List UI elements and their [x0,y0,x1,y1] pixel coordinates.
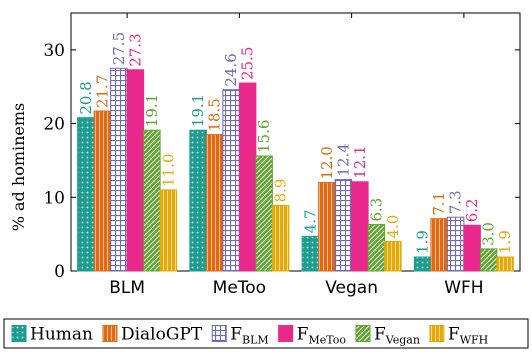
y-tick-label: 20 [43,115,65,135]
bar [159,189,178,272]
legend-label: Human [30,325,93,345]
bar [222,89,240,272]
y-tick-label: 10 [43,188,65,208]
data-label: 8.9 [272,179,290,203]
bar [110,67,128,272]
data-label: 18.5 [206,98,224,131]
bar [301,235,320,272]
bar [496,256,514,272]
data-label: 19.1 [143,94,161,127]
x-tick-label: Vegan [325,278,378,298]
bar [77,117,95,272]
legend-swatch [211,325,227,342]
data-label: 27.5 [110,32,128,65]
data-label: 3.0 [480,222,498,246]
legend: Human DialoGPT FBLM FMeToo FVegan FWFH [3,318,529,349]
data-label: 4.0 [384,215,402,239]
data-label: 20.8 [77,81,95,114]
bar [143,129,161,272]
data-label: 7.3 [447,190,465,214]
bar [351,181,369,272]
data-label: 6.3 [367,198,385,222]
data-label: 15.6 [255,120,273,153]
x-tick-label: WFH [444,278,483,298]
legend-swatch [102,325,118,342]
legend-label: DialoGPT [121,325,203,345]
data-label: 1.9 [414,230,432,254]
plot-frame [70,12,521,272]
bar [126,69,145,272]
bar [367,224,386,272]
data-label: 12.0 [318,146,336,179]
y-axis-label: % ad hominems [9,103,28,232]
data-label: 27.3 [126,33,144,66]
data-label: 4.7 [301,209,319,233]
bar [93,110,112,272]
bar [318,182,336,272]
data-label: 7.1 [430,192,448,216]
bar [446,216,465,272]
bar [255,155,273,272]
legend-swatch [278,325,294,342]
x-tick-label: BLM [109,278,145,298]
bar [413,256,432,272]
data-label: 19.1 [189,94,207,127]
legend-swatch [429,325,445,342]
plot-area: 0 10 20 30 BLM 20.821.7 27.527.3 19.1 11.0 MeToo 1… [43,12,521,298]
bar [384,241,402,272]
data-label: 24.6 [222,53,240,86]
y-tick-label: 0 [54,262,65,282]
bar [238,82,257,272]
legend-swatch [11,325,27,342]
y-tick-label: 30 [43,41,65,61]
bar [334,179,353,272]
bar [205,134,224,272]
bar [271,204,290,272]
legend-swatch [355,325,371,342]
data-label: 25.5 [239,47,257,80]
bar [463,224,481,272]
data-label: 1.9 [496,230,514,254]
data-label: 12.1 [351,145,369,178]
bar [430,218,448,272]
bar [189,129,207,272]
x-tick-label: MeToo [213,278,266,298]
data-label: 12.4 [334,143,352,176]
data-label: 11.0 [159,154,177,187]
bar [479,248,498,272]
data-label: 21.7 [93,75,111,108]
data-label: 6.2 [463,198,481,222]
